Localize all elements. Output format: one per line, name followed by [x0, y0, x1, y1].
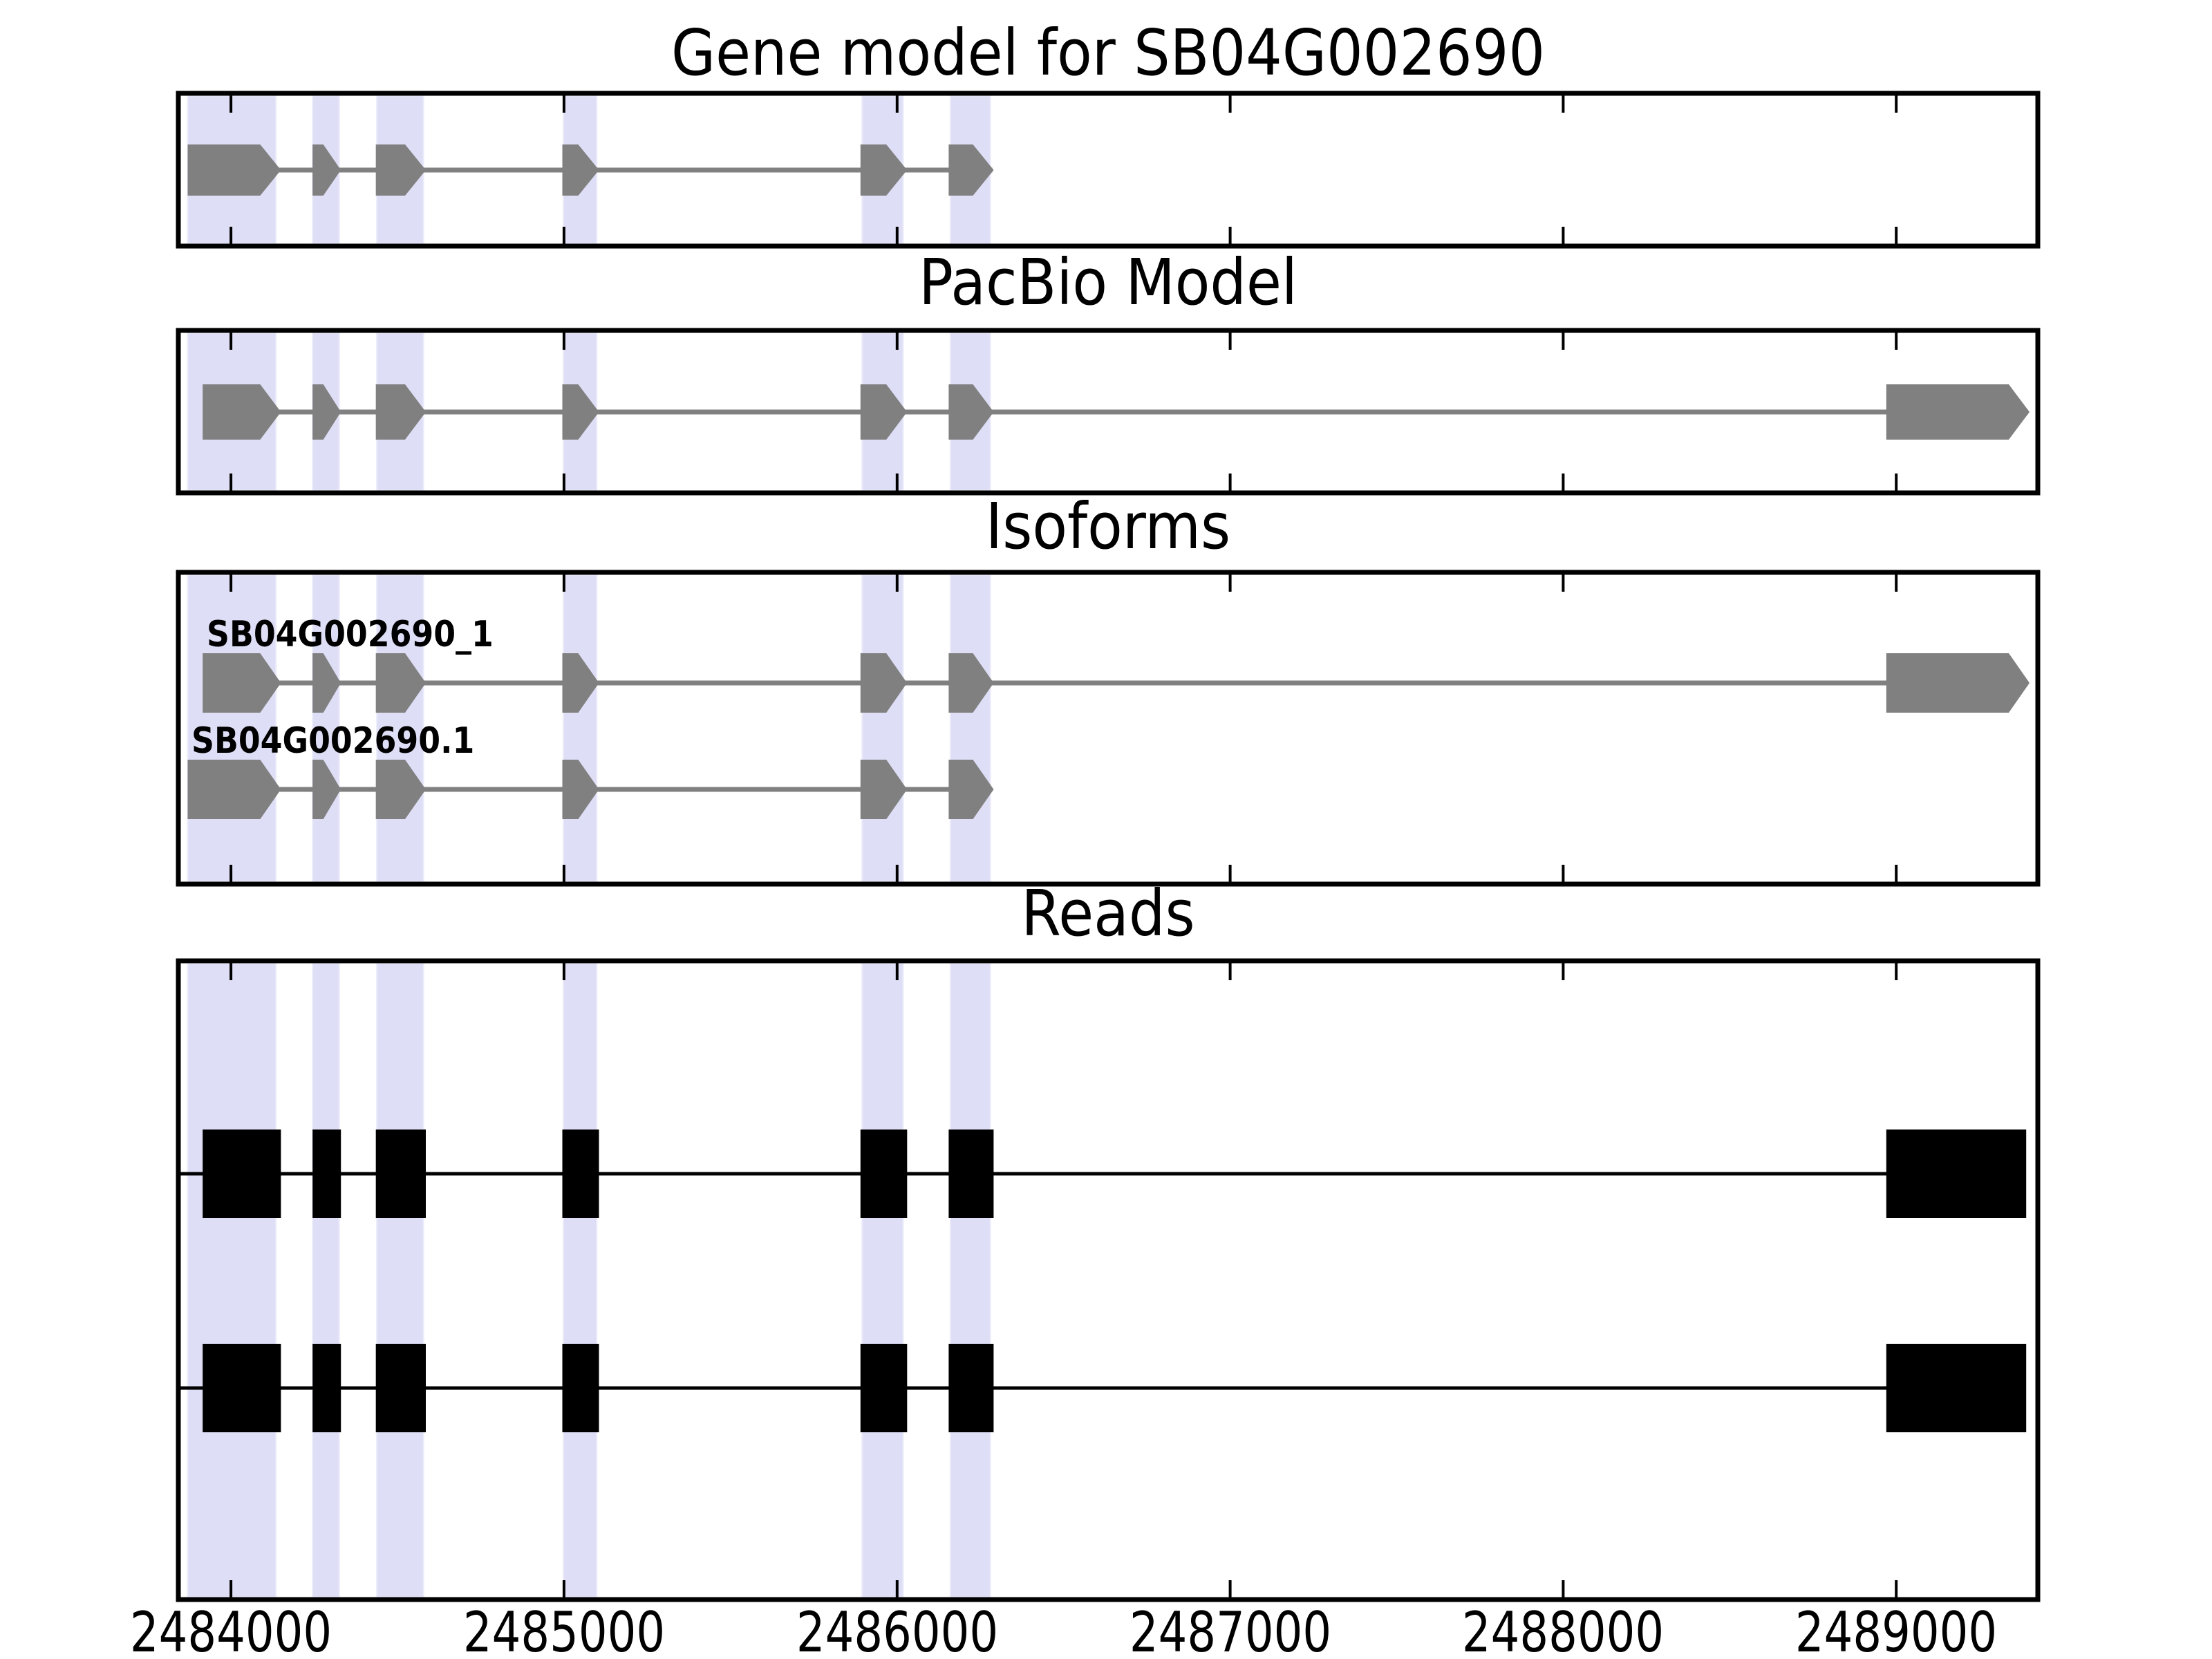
exon-arrow [1886, 384, 2030, 440]
read-exon-block [860, 1130, 908, 1218]
read-exon-block [948, 1130, 994, 1218]
exon-arrow [187, 760, 281, 819]
exon-highlight-band [861, 962, 904, 1598]
read-exon-block [1886, 1344, 2027, 1432]
x-tick-label: 2489000 [1795, 1600, 1998, 1659]
isoform-SB04G002690.1-feature [187, 760, 994, 819]
isoform-label-SB04G002690_1: SB04G002690_1 [207, 614, 494, 655]
exon-arrow [948, 760, 994, 819]
x-tick-label: 2484000 [130, 1600, 332, 1659]
exon-arrow [860, 384, 908, 440]
read-exon-block [562, 1130, 599, 1218]
panel-title-pacbio-model: PacBio Model [919, 245, 1297, 319]
exon-arrow [562, 653, 599, 713]
panel-title-isoforms: Isoforms [985, 489, 1231, 563]
exon-arrow [948, 653, 994, 713]
read-exon-block [312, 1344, 341, 1432]
x-tick-label: 2486000 [796, 1600, 998, 1659]
panel-title-reads: Reads [1021, 877, 1195, 950]
exon-highlight-band [376, 962, 424, 1598]
exon-highlight-band [187, 574, 277, 883]
isoform-SB04G002690_1-feature [203, 653, 2030, 713]
exon-highlight-band [563, 962, 598, 1598]
read-1-feature [180, 1130, 2027, 1218]
gene-model-feature [187, 144, 994, 196]
exon-arrow [312, 653, 341, 713]
panel-border [176, 91, 2041, 249]
exon-arrow [203, 653, 281, 713]
panel-border [176, 328, 2041, 496]
exon-highlight-band [861, 574, 904, 883]
read-exon-block [375, 1344, 426, 1432]
read-exon-block [562, 1344, 599, 1432]
exon-arrow [562, 760, 599, 819]
exon-arrow [312, 144, 341, 196]
exon-arrow [948, 384, 994, 440]
read-exon-block [203, 1344, 281, 1432]
exon-arrow [187, 144, 281, 196]
exon-highlight-band [949, 962, 991, 1598]
exon-arrow [562, 384, 599, 440]
exon-arrow [860, 760, 908, 819]
exon-arrow [375, 653, 426, 713]
x-tick-label: 2488000 [1462, 1600, 1665, 1659]
exon-arrow [860, 653, 908, 713]
exon-arrow [203, 384, 281, 440]
exon-highlight-band [187, 962, 277, 1598]
x-tick-label: 2485000 [462, 1600, 665, 1659]
read-exon-block [860, 1344, 908, 1432]
read-exon-block [203, 1130, 281, 1218]
exon-arrow [375, 760, 426, 819]
exon-arrow [312, 384, 341, 440]
exon-arrow [312, 760, 341, 819]
exon-arrow [860, 144, 908, 196]
panel-border [176, 570, 2041, 887]
read-exon-block [375, 1130, 426, 1218]
exon-arrow [948, 144, 994, 196]
exon-highlight-band [312, 962, 340, 1598]
exon-highlight-band [949, 574, 991, 883]
read-exon-block [312, 1130, 341, 1218]
isoform-label-SB04G002690.1: SB04G002690.1 [191, 720, 475, 762]
exon-arrow [375, 144, 426, 196]
x-tick-label: 2487000 [1129, 1600, 1331, 1659]
read-exon-block [1886, 1130, 2027, 1218]
read-exon-block [948, 1344, 994, 1432]
exon-arrow [562, 144, 599, 196]
exon-arrow [375, 384, 426, 440]
pacbio-model-feature [203, 384, 2030, 440]
exon-arrow [1886, 653, 2030, 713]
exon-highlight-band [563, 574, 598, 883]
read-2-feature [180, 1344, 2027, 1432]
panel-border [176, 958, 2041, 1602]
panel-title-gene-model: Gene model for SB04G002690 [671, 16, 1546, 90]
